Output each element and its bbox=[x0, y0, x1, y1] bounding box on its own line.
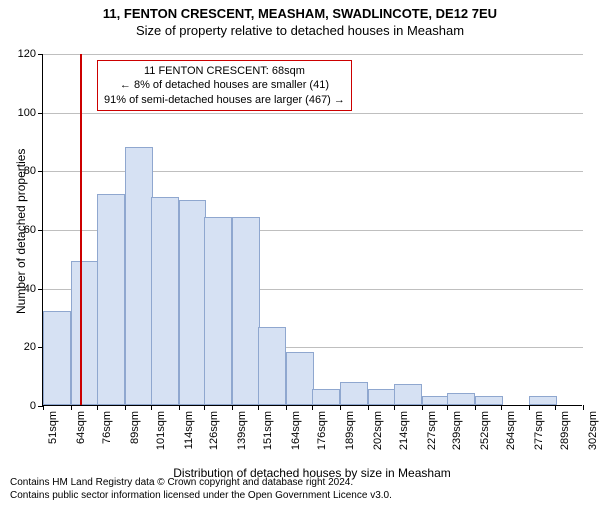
xtick-label: 76sqm bbox=[101, 411, 113, 461]
xtick-label: 151sqm bbox=[262, 411, 274, 461]
ytick-label: 100 bbox=[6, 107, 36, 119]
annotation-line: ← 8% of detached houses are smaller (41) bbox=[104, 78, 345, 92]
xtick-label: 289sqm bbox=[559, 411, 571, 461]
footer-line1: Contains HM Land Registry data © Crown c… bbox=[10, 477, 600, 490]
xtick-label: 89sqm bbox=[129, 411, 141, 461]
xtick-label: 176sqm bbox=[316, 411, 328, 461]
xtick-mark bbox=[501, 405, 502, 410]
xtick-mark bbox=[43, 405, 44, 410]
xtick-mark bbox=[258, 405, 259, 410]
ytick-label: 120 bbox=[6, 48, 36, 60]
xtick-mark bbox=[394, 405, 395, 410]
xtick-mark bbox=[340, 405, 341, 410]
ytick-mark bbox=[38, 289, 43, 290]
histogram-bar bbox=[258, 327, 286, 405]
ytick-label: 0 bbox=[6, 400, 36, 412]
xtick-mark bbox=[204, 405, 205, 410]
xtick-label: 277sqm bbox=[533, 411, 545, 461]
ytick-mark bbox=[38, 54, 43, 55]
xtick-mark bbox=[555, 405, 556, 410]
xtick-mark bbox=[368, 405, 369, 410]
ytick-mark bbox=[38, 113, 43, 114]
footer-attribution: Contains HM Land Registry data © Crown c… bbox=[0, 477, 600, 502]
reference-line bbox=[80, 54, 82, 405]
xtick-mark bbox=[583, 405, 584, 410]
xtick-label: 239sqm bbox=[451, 411, 463, 461]
gridline bbox=[43, 54, 583, 55]
xtick-mark bbox=[232, 405, 233, 410]
ytick-label: 20 bbox=[6, 341, 36, 353]
xtick-label: 202sqm bbox=[372, 411, 384, 461]
plot-area: 02040608010012051sqm64sqm76sqm89sqm101sq… bbox=[42, 54, 582, 406]
annotation-box: 11 FENTON CRESCENT: 68sqm← 8% of detache… bbox=[97, 60, 352, 111]
histogram-bar bbox=[529, 396, 557, 405]
annotation-line: 91% of semi-detached houses are larger (… bbox=[104, 93, 345, 107]
histogram-bar bbox=[204, 217, 232, 405]
xtick-mark bbox=[179, 405, 180, 410]
xtick-mark bbox=[312, 405, 313, 410]
xtick-label: 164sqm bbox=[290, 411, 302, 461]
xtick-label: 264sqm bbox=[505, 411, 517, 461]
xtick-label: 139sqm bbox=[236, 411, 248, 461]
histogram-bar bbox=[97, 194, 125, 405]
y-axis-title: Number of detached properties bbox=[14, 149, 28, 314]
chart-title-main: 11, FENTON CRESCENT, MEASHAM, SWADLINCOT… bbox=[0, 6, 600, 21]
histogram-bar bbox=[422, 396, 450, 405]
xtick-label: 114sqm bbox=[183, 411, 195, 461]
xtick-mark bbox=[422, 405, 423, 410]
histogram-bar bbox=[232, 217, 260, 405]
xtick-label: 51sqm bbox=[47, 411, 59, 461]
xtick-label: 302sqm bbox=[587, 411, 599, 461]
histogram-bar bbox=[71, 261, 99, 405]
histogram-bar bbox=[340, 382, 368, 405]
histogram-bar bbox=[125, 147, 153, 405]
gridline bbox=[43, 113, 583, 114]
histogram-bar bbox=[151, 197, 179, 405]
xtick-mark bbox=[97, 405, 98, 410]
histogram-bar bbox=[394, 384, 422, 405]
histogram-bar bbox=[179, 200, 207, 405]
chart-title-sub: Size of property relative to detached ho… bbox=[0, 23, 600, 38]
xtick-label: 189sqm bbox=[344, 411, 356, 461]
xtick-label: 126sqm bbox=[208, 411, 220, 461]
xtick-mark bbox=[151, 405, 152, 410]
xtick-mark bbox=[447, 405, 448, 410]
histogram-bar bbox=[312, 389, 340, 405]
xtick-mark bbox=[475, 405, 476, 410]
histogram-bar bbox=[286, 352, 314, 405]
histogram-bar bbox=[368, 389, 396, 405]
chart-area: 02040608010012051sqm64sqm76sqm89sqm101sq… bbox=[42, 54, 582, 406]
xtick-label: 227sqm bbox=[426, 411, 438, 461]
xtick-mark bbox=[286, 405, 287, 410]
xtick-mark bbox=[529, 405, 530, 410]
histogram-bar bbox=[475, 396, 503, 405]
xtick-label: 101sqm bbox=[155, 411, 167, 461]
ytick-mark bbox=[38, 171, 43, 172]
footer-line2: Contains public sector information licen… bbox=[10, 490, 600, 503]
xtick-label: 214sqm bbox=[398, 411, 410, 461]
xtick-mark bbox=[71, 405, 72, 410]
annotation-line: 11 FENTON CRESCENT: 68sqm bbox=[104, 64, 345, 78]
xtick-label: 64sqm bbox=[75, 411, 87, 461]
histogram-bar bbox=[43, 311, 71, 405]
ytick-mark bbox=[38, 230, 43, 231]
xtick-label: 252sqm bbox=[479, 411, 491, 461]
histogram-bar bbox=[447, 393, 475, 405]
xtick-mark bbox=[125, 405, 126, 410]
